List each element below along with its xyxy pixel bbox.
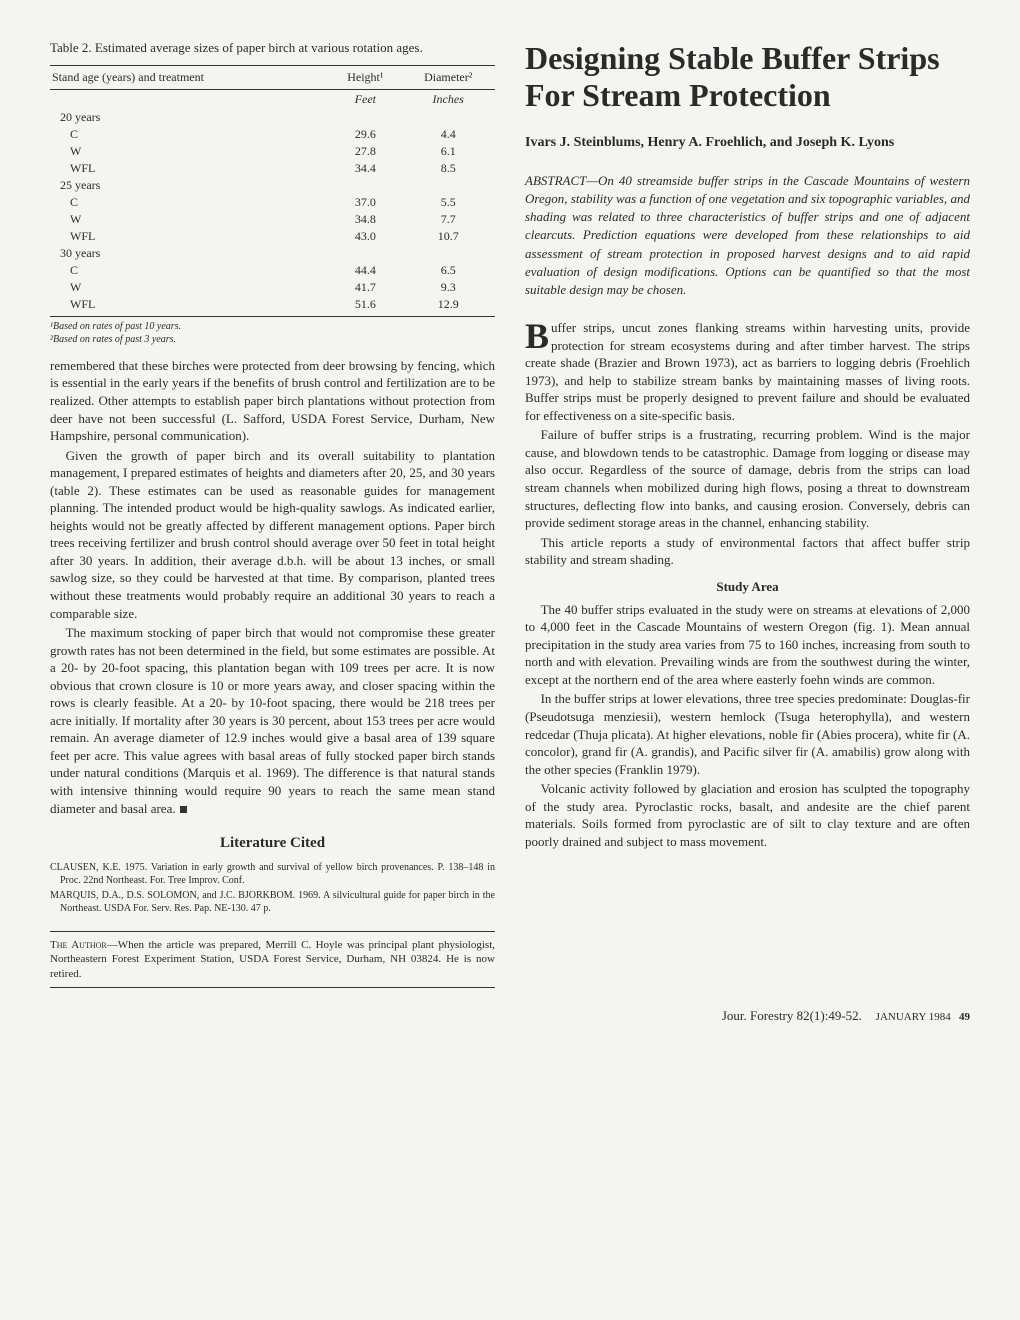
table-group-label: 30 years: [50, 245, 329, 262]
reference: CLAUSEN, K.E. 1975. Variation in early g…: [50, 862, 495, 887]
page-footer: Jour. Forestry 82(1):49-52. JANUARY 1984…: [50, 1008, 970, 1024]
dropcap: B: [525, 319, 551, 351]
table-row: C37.05.5: [50, 194, 495, 211]
author-note-label: The Author—: [50, 939, 118, 951]
table-footnote-1: ¹Based on rates of past 10 years.: [50, 321, 495, 332]
unit-feet: Feet: [329, 89, 401, 109]
table-row: W27.86.1: [50, 143, 495, 160]
table-row: WFL34.48.5: [50, 160, 495, 177]
col-head-diameter: Diameter²: [401, 65, 495, 89]
reference: MARQUIS, D.A., D.S. SOLOMON, and J.C. BJ…: [50, 890, 495, 915]
paragraph: Given the growth of paper birch and its …: [50, 447, 495, 622]
author-note: The Author—When the article was prepared…: [50, 931, 495, 988]
table-row: WFL43.010.7: [50, 228, 495, 245]
handwritten-citation: Jour. Forestry 82(1):49-52.: [722, 1008, 862, 1023]
section-heading: Study Area: [525, 579, 970, 595]
paragraph: This article reports a study of environm…: [525, 534, 970, 569]
table-row: C29.64.4: [50, 126, 495, 143]
issue-date: JANUARY 1984: [876, 1011, 951, 1023]
paragraph: Buffer strips, uncut zones flanking stre…: [525, 319, 970, 424]
paragraph: remembered that these birches were prote…: [50, 357, 495, 445]
unit-inches: Inches: [401, 89, 495, 109]
table-row: W34.87.7: [50, 211, 495, 228]
left-column: Table 2. Estimated average sizes of pape…: [50, 40, 495, 988]
table-row: C44.46.5: [50, 262, 495, 279]
article-authors: Ivars J. Steinblums, Henry A. Froehlich,…: [525, 134, 970, 152]
paragraph: Failure of buffer strips is a frustratin…: [525, 426, 970, 531]
table-group-label: 20 years: [50, 109, 329, 126]
paragraph: The 40 buffer strips evaluated in the st…: [525, 601, 970, 689]
paragraph: The maximum stocking of paper birch that…: [50, 624, 495, 817]
col-head-treatment: Stand age (years) and treatment: [50, 65, 329, 89]
article-title: Designing Stable Buffer Strips For Strea…: [525, 40, 970, 114]
paragraph: Volcanic activity followed by glaciation…: [525, 780, 970, 850]
data-table: Stand age (years) and treatment Height¹ …: [50, 65, 495, 317]
abstract: ABSTRACT—On 40 streamside buffer strips …: [525, 172, 970, 299]
col-head-height: Height¹: [329, 65, 401, 89]
page-number: 49: [959, 1011, 970, 1023]
literature-cited-heading: Literature Cited: [50, 835, 495, 852]
right-column: Designing Stable Buffer Strips For Strea…: [525, 40, 970, 988]
table-row: WFL51.612.9: [50, 296, 495, 317]
paragraph: In the buffer strips at lower elevations…: [525, 690, 970, 778]
table-caption: Table 2. Estimated average sizes of pape…: [50, 40, 495, 57]
end-mark-icon: [180, 806, 187, 813]
table-row: W41.79.3: [50, 279, 495, 296]
table-group-label: 25 years: [50, 177, 329, 194]
table-footnote-2: ²Based on rates of past 3 years.: [50, 334, 495, 345]
